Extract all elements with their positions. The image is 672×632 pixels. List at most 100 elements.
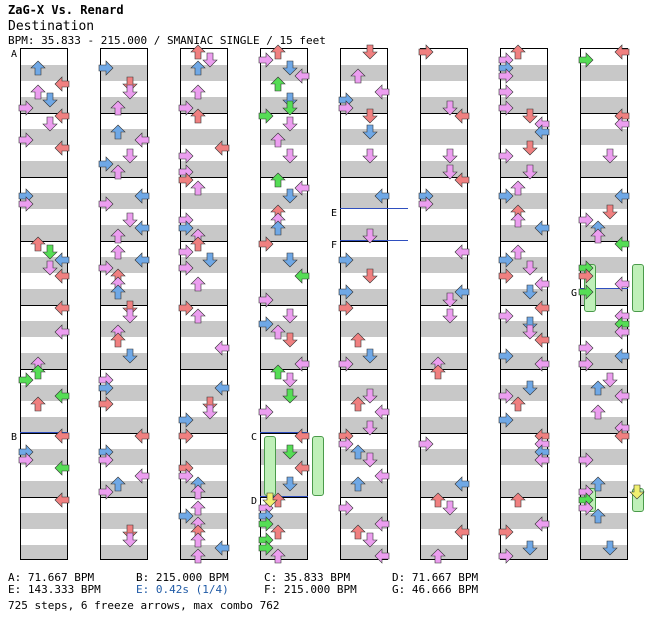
step-arrow xyxy=(282,476,298,492)
step-arrow xyxy=(178,300,194,316)
step-arrow xyxy=(430,548,446,564)
step-arrow xyxy=(498,100,514,116)
measure-line xyxy=(21,177,67,178)
step-arrow xyxy=(178,148,194,164)
step-arrow xyxy=(614,276,630,292)
step-arrow xyxy=(202,404,218,420)
step-arrow xyxy=(614,116,630,132)
step-arrow xyxy=(54,324,70,340)
step-arrow xyxy=(110,228,126,244)
step-arrow xyxy=(350,332,366,348)
step-arrow xyxy=(338,500,354,516)
step-arrow xyxy=(282,60,298,76)
step-arrow xyxy=(122,532,138,548)
step-arrow xyxy=(202,396,218,412)
step-arrow xyxy=(270,364,286,380)
marker-e: E xyxy=(331,208,338,219)
step-arrow xyxy=(418,436,434,452)
step-arrow xyxy=(190,84,206,100)
step-arrow xyxy=(442,292,458,308)
chart-column xyxy=(420,48,468,560)
step-arrow xyxy=(110,164,126,180)
measure-line xyxy=(181,113,227,114)
measure-line xyxy=(181,497,227,498)
measure-line xyxy=(501,433,547,434)
marker-f: F xyxy=(331,240,338,251)
step-arrow xyxy=(362,452,378,468)
step-arrow xyxy=(498,84,514,100)
measure-line xyxy=(421,433,467,434)
step-arrow xyxy=(362,108,378,124)
measure-line xyxy=(501,113,547,114)
step-arrow xyxy=(98,484,114,500)
step-arrow xyxy=(294,460,310,476)
step-arrow xyxy=(522,380,538,396)
step-arrow xyxy=(122,524,138,540)
step-arrow xyxy=(98,380,114,396)
step-arrow xyxy=(214,380,230,396)
step-arrow xyxy=(190,60,206,76)
step-arrow xyxy=(350,444,366,460)
step-arrow xyxy=(178,100,194,116)
chart-column xyxy=(20,48,68,560)
step-arrow xyxy=(578,452,594,468)
step-arrow xyxy=(122,308,138,324)
step-arrow xyxy=(614,236,630,252)
step-arrow xyxy=(42,116,58,132)
freeze-head xyxy=(629,484,645,500)
step-arrow xyxy=(498,308,514,324)
measure-line xyxy=(341,369,387,370)
step-arrow xyxy=(54,252,70,268)
step-arrow xyxy=(258,316,274,332)
measure-line xyxy=(501,369,547,370)
legend-g: G: 46.666 BPM xyxy=(392,583,479,596)
step-arrow xyxy=(522,108,538,124)
marker-d: D xyxy=(251,496,258,507)
step-arrow xyxy=(258,236,274,252)
step-arrow xyxy=(98,260,114,276)
measure-line xyxy=(181,433,227,434)
measure-line xyxy=(341,177,387,178)
step-arrow xyxy=(498,268,514,284)
measure-line xyxy=(421,241,467,242)
step-arrow xyxy=(578,356,594,372)
step-arrow xyxy=(110,476,126,492)
step-arrow xyxy=(282,252,298,268)
step-arrow xyxy=(418,196,434,212)
step-arrow xyxy=(510,212,526,228)
step-arrow xyxy=(614,324,630,340)
legend-e: E: 143.333 BPM xyxy=(8,583,101,596)
measure-line xyxy=(101,177,147,178)
step-arrow xyxy=(350,396,366,412)
step-arrow xyxy=(374,548,390,564)
step-arrow xyxy=(270,548,286,564)
step-arrow xyxy=(454,284,470,300)
step-arrow xyxy=(350,476,366,492)
step-arrow xyxy=(190,276,206,292)
step-arrow xyxy=(258,540,274,556)
step-arrow xyxy=(30,236,46,252)
step-arrow xyxy=(430,364,446,380)
summary-text: 725 steps, 6 freeze arrows, max combo 76… xyxy=(8,599,280,612)
step-arrow xyxy=(362,44,378,60)
measure-line xyxy=(21,241,67,242)
measure-line xyxy=(101,369,147,370)
measure-line xyxy=(341,433,387,434)
step-arrow xyxy=(362,148,378,164)
step-arrow xyxy=(338,436,354,452)
step-arrow xyxy=(418,44,434,60)
step-arrow xyxy=(374,468,390,484)
freeze-arrow xyxy=(312,436,324,496)
measure-line xyxy=(501,497,547,498)
step-arrow xyxy=(258,108,274,124)
step-arrow xyxy=(578,284,594,300)
step-arrow xyxy=(338,100,354,116)
legend-f: F: 215.000 BPM xyxy=(264,583,357,596)
step-arrow xyxy=(190,532,206,548)
step-arrow xyxy=(122,212,138,228)
step-arrow xyxy=(442,500,458,516)
step-arrow xyxy=(110,100,126,116)
step-arrow xyxy=(602,148,618,164)
step-arrow xyxy=(190,180,206,196)
